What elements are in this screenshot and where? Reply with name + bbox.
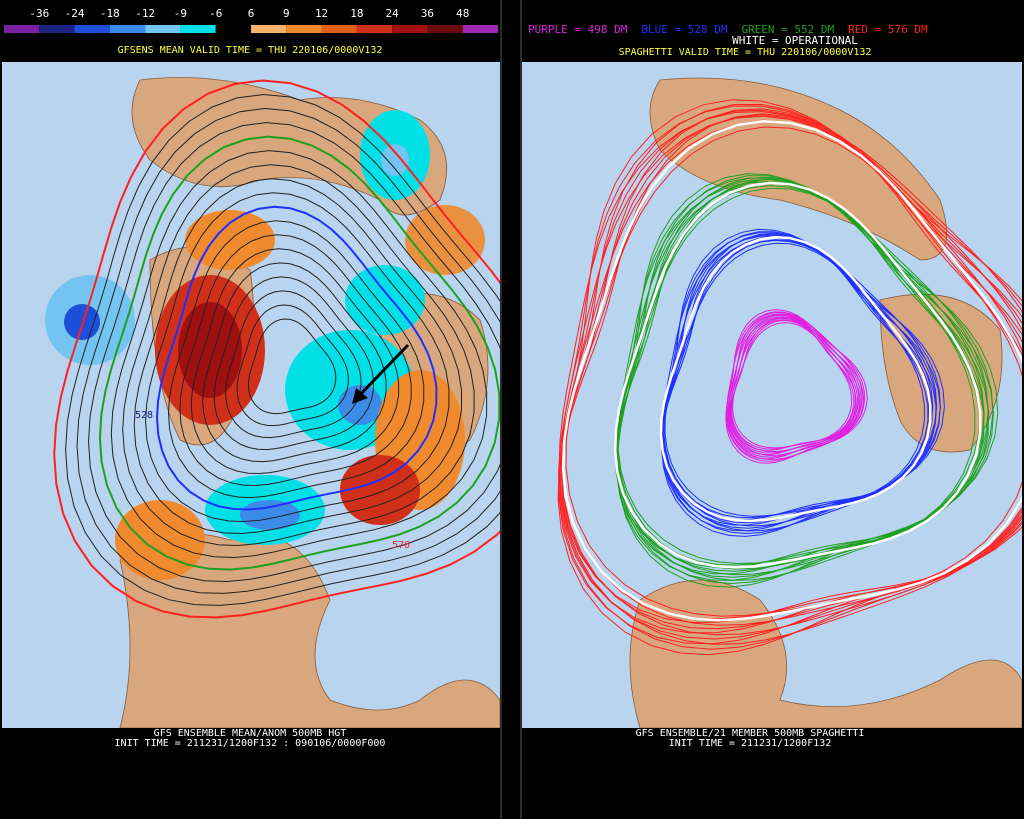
colorbar-swatch (392, 25, 428, 33)
left-title: GFSENS MEAN VALID TIME = THU 220106/0000… (118, 45, 383, 56)
contour-label: 528 (135, 410, 153, 421)
colorbar-label: -6 (209, 7, 222, 20)
spaghetti-line (725, 309, 868, 464)
contour (213, 276, 375, 451)
colorbar-label: -18 (100, 7, 120, 20)
legend-entry: GREEN = 552 DM (741, 23, 834, 36)
contour (225, 290, 362, 439)
spaghetti-line (616, 177, 994, 585)
anomaly (64, 304, 100, 340)
colorbar-swatch (39, 25, 75, 33)
spaghetti-line (661, 228, 945, 537)
colorbar-swatch (286, 25, 322, 33)
anomaly (240, 500, 300, 530)
spaghetti-line (661, 233, 937, 526)
contour (122, 164, 475, 547)
colorbar-swatch (180, 25, 216, 33)
colorbar-swatch (356, 25, 393, 33)
contour (133, 178, 462, 535)
colorbar-label: 12 (315, 7, 328, 20)
contour (98, 135, 500, 571)
colorbar-label: 6 (248, 7, 255, 20)
right-footer: GFS ENSEMBLE/21 MEMBER 500MB SPAGHETTI (636, 728, 865, 739)
operational-line (561, 119, 1022, 622)
colorbar-swatch (427, 25, 463, 33)
spaghetti-line (730, 317, 857, 451)
legend: PURPLE = 498 DM BLUE = 528 DM GREEN = 552 … (528, 23, 928, 36)
anomaly (178, 302, 242, 398)
colorbar-swatch (215, 25, 251, 33)
spaghetti-line (726, 311, 865, 460)
arrow-head (352, 388, 368, 404)
left-footer: INIT TIME = 211231/1200F132 : 090106/000… (115, 738, 386, 749)
spaghetti-line (616, 178, 990, 578)
legend-entry: RED = 576 DM (848, 23, 928, 36)
colorbar-label: 36 (421, 7, 434, 20)
colorbar-label: 24 (386, 7, 400, 20)
colorbar: -36 -24 -18 -12 -9 -6 6 9 12 18 24 36 48 (4, 7, 498, 33)
spaghetti-line (661, 231, 941, 532)
contour (202, 262, 387, 463)
contour (155, 205, 438, 511)
contour-label: 576 (392, 540, 410, 551)
colorbar-swatch (109, 25, 146, 33)
land (629, 579, 1022, 728)
spaghetti-line (562, 119, 1022, 620)
contour (145, 192, 450, 523)
left-map: 528 576 (2, 62, 500, 728)
contour (87, 122, 500, 583)
left-footer: GFS ENSEMBLE MEAN/ANOM 500MB HGT (154, 728, 347, 739)
contour (53, 79, 500, 619)
spaghetti-line (559, 108, 1022, 634)
operational-label: WHITE = OPERATIONAL (732, 34, 858, 47)
contour (247, 318, 337, 415)
spaghetti-line (558, 105, 1022, 650)
colorbar-label: 18 (350, 7, 363, 20)
right-footer: INIT TIME = 211231/1200F132 (669, 738, 832, 749)
contour (179, 234, 412, 487)
contour (76, 107, 500, 594)
spaghetti-line (560, 113, 1022, 624)
colorbar-swatch (74, 25, 110, 33)
spaghetti-line (558, 111, 1022, 645)
colorbar-swatch (4, 25, 40, 33)
anomaly (115, 500, 205, 580)
colorbar-label: -36 (29, 7, 49, 20)
contour (190, 248, 400, 475)
anomaly (338, 385, 382, 425)
spaghetti (557, 99, 1022, 656)
colorbar-swatch (462, 25, 498, 33)
colorbar-label: -24 (65, 7, 85, 20)
operational-line (659, 235, 932, 523)
contour (236, 304, 349, 427)
operational-line (613, 181, 982, 569)
colorbar-swatch (145, 25, 181, 33)
colorbar-swatch (251, 25, 287, 33)
land (119, 532, 500, 728)
contours (53, 79, 500, 619)
contour (65, 93, 500, 606)
anomaly (381, 144, 409, 176)
land (649, 77, 947, 261)
spaghetti-line (661, 234, 938, 529)
contour (167, 220, 425, 499)
colorbar-label: -12 (135, 7, 155, 20)
colorbar-label: -9 (174, 7, 187, 20)
contour (110, 150, 488, 559)
right-title: SPAGHETTI VALID TIME = THU 220106/0000V1… (619, 47, 872, 58)
spaghetti-line (616, 173, 999, 588)
colorbar-swatch (321, 25, 357, 33)
legend-entry: PURPLE = 498 DM (528, 23, 628, 36)
anomaly (340, 455, 420, 525)
spaghetti-line (559, 109, 1022, 640)
colorbar-label: 48 (456, 7, 469, 20)
spaghetti-line (728, 314, 861, 455)
right-map (522, 62, 1022, 728)
colorbar-label: 9 (283, 7, 290, 20)
legend-entry: BLUE = 528 DM (641, 23, 727, 36)
arrow (353, 343, 410, 402)
